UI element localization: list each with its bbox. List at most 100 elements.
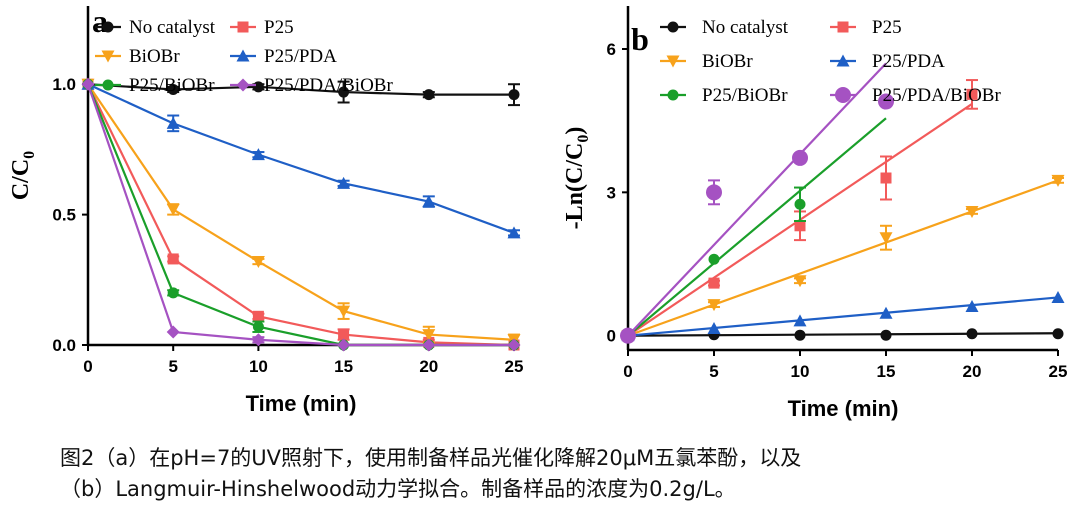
data-point	[166, 116, 180, 129]
legend-item-p25: P25	[230, 17, 294, 38]
data-point	[507, 226, 521, 239]
fit-line	[627, 296, 1059, 337]
figure-caption: 图2（a）在pH=7的UV照射下，使用制备样品光催化降解20μM五氯苯酚，以及 …	[60, 443, 1070, 505]
data-point	[707, 299, 721, 312]
data-point	[337, 338, 351, 352]
data-point	[965, 205, 979, 218]
panel-label: b	[631, 21, 649, 57]
fit-line	[627, 62, 887, 337]
legend-item-p25-pda: P25/PDA	[230, 46, 337, 67]
series-biobr	[81, 78, 521, 347]
data-point	[793, 275, 807, 288]
data-point	[708, 253, 720, 265]
series-biobr	[621, 174, 1065, 343]
data-point	[337, 176, 351, 189]
chart-panel-a: 0 5 10 15 20 25 0.0 0.5 1.0 Time (min) C/C0 a No cat…	[8, 3, 523, 416]
legend-label: No catalyst	[129, 17, 216, 38]
data-point	[706, 184, 722, 201]
series-line	[87, 83, 514, 96]
x-tick-label: 15	[877, 362, 896, 381]
fit-line	[627, 179, 1059, 337]
data-point	[167, 253, 179, 265]
legend-label: BiOBr	[702, 51, 753, 72]
data-point	[879, 306, 893, 319]
figure: 0 5 10 15 20 25 0.0 0.5 1.0 Time (min) C/C0 a No cat…	[8, 3, 1067, 421]
legend-item-p25: P25	[830, 17, 902, 38]
legend-marker	[101, 50, 115, 63]
series-p25-pda	[81, 77, 521, 239]
legend-label: P25	[264, 17, 294, 38]
y-tick-label: 0.0	[52, 336, 76, 355]
y-tick-label: 0	[607, 327, 616, 346]
y-tick-label: 1.0	[52, 75, 76, 94]
legend-marker	[836, 54, 850, 67]
chart-panel-b: 0 5 10 15 20 25 0 3 6 Time (min) -Ln(C/C0) b No cata…	[562, 6, 1067, 421]
x-tick-label: 10	[249, 357, 268, 376]
x-tick-label: 5	[168, 357, 177, 376]
data-point	[1051, 290, 1065, 303]
data-point	[878, 93, 894, 110]
x-tick-label: 5	[709, 362, 718, 381]
data-point	[708, 277, 720, 289]
legend-label: No catalyst	[702, 17, 789, 38]
data-point	[1051, 174, 1065, 187]
x-tick-label: 0	[623, 362, 632, 381]
legend-label: P25/PDA/BiOBr	[872, 85, 1001, 106]
y-tick-label: 3	[607, 183, 616, 202]
fit-line	[627, 332, 1059, 337]
y-tick-label: 0.5	[52, 206, 76, 225]
series-p25-pda-biobr	[81, 77, 521, 352]
legend-marker	[237, 21, 249, 33]
legend-label: P25/BiOBr	[702, 85, 788, 106]
legend-marker	[236, 78, 250, 92]
data-point	[422, 338, 436, 352]
legend-item-no-catalyst: No catalyst	[95, 17, 216, 38]
legend-item-biobr: BiOBr	[660, 51, 753, 72]
legend-item-no-catalyst: No catalyst	[660, 17, 789, 38]
legend-item-p25-biobr: P25/BiOBr	[660, 85, 788, 106]
data-point	[966, 328, 978, 340]
data-point	[338, 86, 350, 98]
legend-item-p25-pda-biobr: P25/PDA/BiOBr	[230, 75, 393, 96]
x-tick-label: 0	[83, 357, 92, 376]
x-axis-label: Time (min)	[788, 396, 899, 421]
legend-marker	[837, 21, 849, 33]
data-point	[337, 305, 351, 318]
x-tick-label: 20	[963, 362, 982, 381]
legend-label: BiOBr	[129, 46, 180, 67]
data-point	[793, 314, 807, 327]
data-point	[338, 329, 350, 341]
legend-item-biobr: BiOBr	[95, 46, 180, 67]
series-p25-pda-biobr	[620, 62, 894, 344]
x-tick-label: 15	[334, 357, 353, 376]
data-point	[508, 89, 520, 101]
data-point	[966, 88, 978, 100]
fit-line	[627, 117, 887, 337]
legend-marker	[666, 55, 680, 68]
x-tick-label: 10	[791, 362, 810, 381]
legend-item-p25-pda-biobr: P25/PDA/BiOBr	[830, 85, 1001, 106]
data-point	[252, 81, 264, 93]
y-axis-label: -Ln(C/C0)	[562, 127, 592, 230]
series-p25	[82, 78, 520, 351]
series-p25-biobr	[82, 78, 520, 351]
data-point	[252, 321, 264, 333]
legend-label: P25/PDA	[264, 46, 337, 67]
legend-marker	[102, 79, 114, 91]
caption-line-2: （b）Langmuir-Hinshelwood动力学拟合。制备样品的浓度为0.2…	[60, 477, 736, 501]
legend-marker	[667, 89, 679, 101]
legend-label: P25/PDA	[872, 51, 945, 72]
data-point	[251, 256, 265, 269]
caption-line-1: 图2（a）在pH=7的UV照射下，使用制备样品光催化降解20μM五氯苯酚，以及	[60, 446, 802, 470]
panel-label: a	[92, 3, 108, 39]
x-tick-label: 25	[505, 357, 524, 376]
data-point	[792, 149, 808, 166]
data-point	[794, 198, 806, 210]
data-point	[707, 322, 721, 334]
series-line	[87, 83, 515, 347]
data-point	[965, 300, 979, 313]
data-point	[794, 329, 806, 341]
data-point	[166, 325, 180, 339]
x-tick-label: 20	[419, 357, 438, 376]
data-point	[620, 327, 636, 344]
